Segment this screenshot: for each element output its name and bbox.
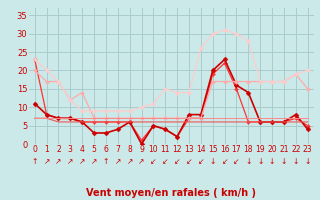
Text: ↙: ↙ [233,158,240,166]
Text: ↗: ↗ [67,158,74,166]
Text: ↙: ↙ [150,158,156,166]
Text: ↗: ↗ [138,158,145,166]
Text: ↗: ↗ [126,158,133,166]
Text: ↗: ↗ [55,158,62,166]
Text: ↓: ↓ [304,158,311,166]
Text: ↑: ↑ [32,158,38,166]
Text: ↗: ↗ [79,158,85,166]
Text: Vent moyen/en rafales ( km/h ): Vent moyen/en rafales ( km/h ) [86,188,256,198]
Text: ↓: ↓ [257,158,263,166]
Text: ↗: ↗ [91,158,97,166]
Text: ↙: ↙ [186,158,192,166]
Text: ↗: ↗ [44,158,50,166]
Text: ↙: ↙ [198,158,204,166]
Text: ↓: ↓ [245,158,252,166]
Text: ↓: ↓ [210,158,216,166]
Text: ↓: ↓ [292,158,299,166]
Text: ↓: ↓ [269,158,275,166]
Text: ↙: ↙ [221,158,228,166]
Text: ↗: ↗ [115,158,121,166]
Text: ↙: ↙ [162,158,168,166]
Text: ↑: ↑ [103,158,109,166]
Text: ↙: ↙ [174,158,180,166]
Text: ↓: ↓ [281,158,287,166]
